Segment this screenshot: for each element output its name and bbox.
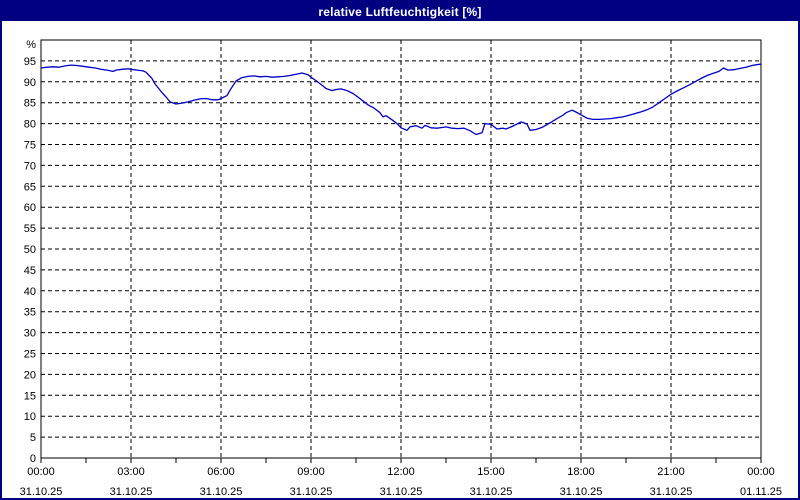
y-tick-label: 95 <box>24 56 36 68</box>
y-tick-label: 65 <box>24 181 36 193</box>
humidity-series-line <box>40 63 762 136</box>
y-tick-label: 80 <box>24 119 36 131</box>
window-title: relative Luftfeuchtigkeit [%] <box>318 4 482 19</box>
y-tick-label: 20 <box>24 369 36 381</box>
y-tick-label: 0 <box>30 453 36 465</box>
x-tick-date-label: 31.10.25 <box>200 486 243 498</box>
x-tick-date-label: 31.10.25 <box>650 486 693 498</box>
y-tick-label: 10 <box>24 411 36 423</box>
x-tick-date-label: 31.10.25 <box>20 486 63 498</box>
x-tick-time-label: 09:00 <box>297 466 325 478</box>
y-tick-label: 5 <box>30 432 36 444</box>
x-tick-date-label: 31.10.25 <box>470 486 513 498</box>
x-tick-date-label: 31.10.25 <box>380 486 423 498</box>
y-axis-unit-label: % <box>26 39 36 51</box>
x-tick-date-label: 31.10.25 <box>560 486 603 498</box>
title-bar[interactable]: relative Luftfeuchtigkeit [%] <box>2 2 798 21</box>
y-tick-label: 55 <box>24 223 36 235</box>
x-tick-date-label: 01.11.25 <box>740 486 782 498</box>
x-tick-time-label: 03:00 <box>117 466 145 478</box>
x-tick-time-label: 21:00 <box>657 466 685 478</box>
x-tick-time-label: 18:00 <box>567 466 595 478</box>
y-tick-label: 85 <box>24 98 36 110</box>
plot-border <box>40 39 762 459</box>
y-tick-label: 25 <box>24 349 36 361</box>
y-tick-label: 90 <box>24 77 36 89</box>
y-tick-label: 35 <box>24 307 36 319</box>
y-tick-label: 75 <box>24 140 36 152</box>
y-tick-label: 15 <box>24 390 36 402</box>
x-tick-date-label: 31.10.25 <box>110 486 153 498</box>
y-tick-label: 45 <box>24 265 36 277</box>
y-tick-label: 70 <box>24 160 36 172</box>
x-tick-date-label: 31.10.25 <box>290 486 333 498</box>
x-tick-time-label: 00:00 <box>747 466 775 478</box>
y-tick-label: 30 <box>24 328 36 340</box>
y-tick-label: 60 <box>24 202 36 214</box>
y-tick-label: 40 <box>24 286 36 298</box>
x-tick-time-label: 00:00 <box>27 466 55 478</box>
x-tick-time-label: 06:00 <box>207 466 235 478</box>
x-tick-time-label: 15:00 <box>477 466 505 478</box>
y-tick-label: 50 <box>24 244 36 256</box>
x-tick-time-label: 12:00 <box>387 466 415 478</box>
